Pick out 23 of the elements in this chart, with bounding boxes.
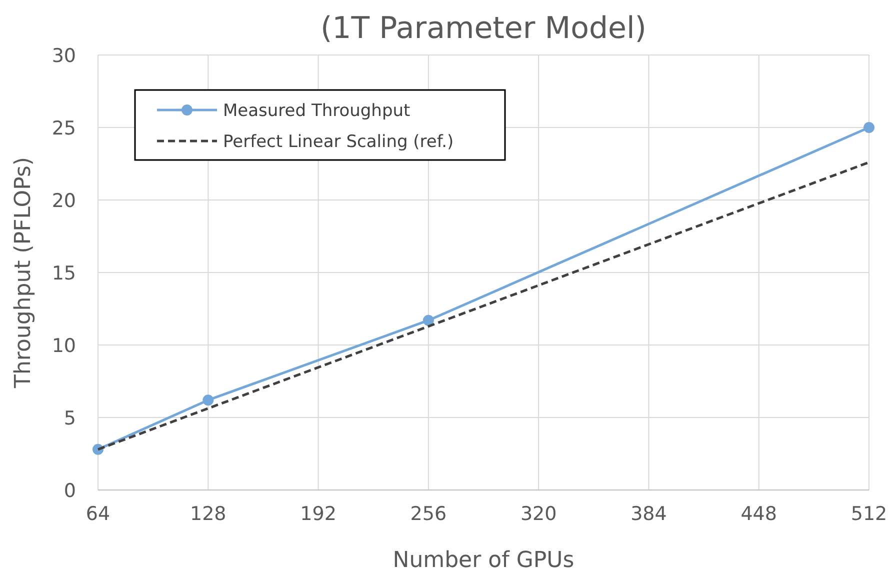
y-tick-label: 0 (64, 480, 76, 502)
point (864, 122, 874, 133)
x-tick-label: 128 (190, 503, 226, 525)
y-tick-label: 10 (52, 335, 76, 357)
y-tick-label: 20 (52, 190, 76, 212)
x-tick-label: 256 (410, 503, 447, 525)
point (202, 394, 214, 406)
x-tick-label: 512 (850, 503, 888, 525)
x-tick-label: 64 (86, 503, 110, 525)
point (422, 314, 434, 326)
x-tick-label: 384 (630, 503, 667, 525)
y-tick-label: 25 (52, 118, 76, 140)
y-tick-label: 30 (52, 45, 76, 67)
x-tick-label: 448 (740, 503, 777, 525)
legend-label: Measured Throughput (223, 101, 411, 121)
chart-title: (1T Parameter Model) (320, 11, 647, 46)
x-tick-label: 192 (300, 503, 336, 525)
x-tick-label: 320 (520, 503, 557, 525)
y-axis-title: Throughput (PFLOPs) (11, 157, 36, 389)
y-tick-label: 5 (64, 408, 76, 430)
x-axis-title: Number of GPUs (392, 548, 574, 573)
legend-label: Perfect Linear Scaling (ref.) (223, 132, 454, 152)
y-tick-label: 15 (52, 262, 76, 284)
